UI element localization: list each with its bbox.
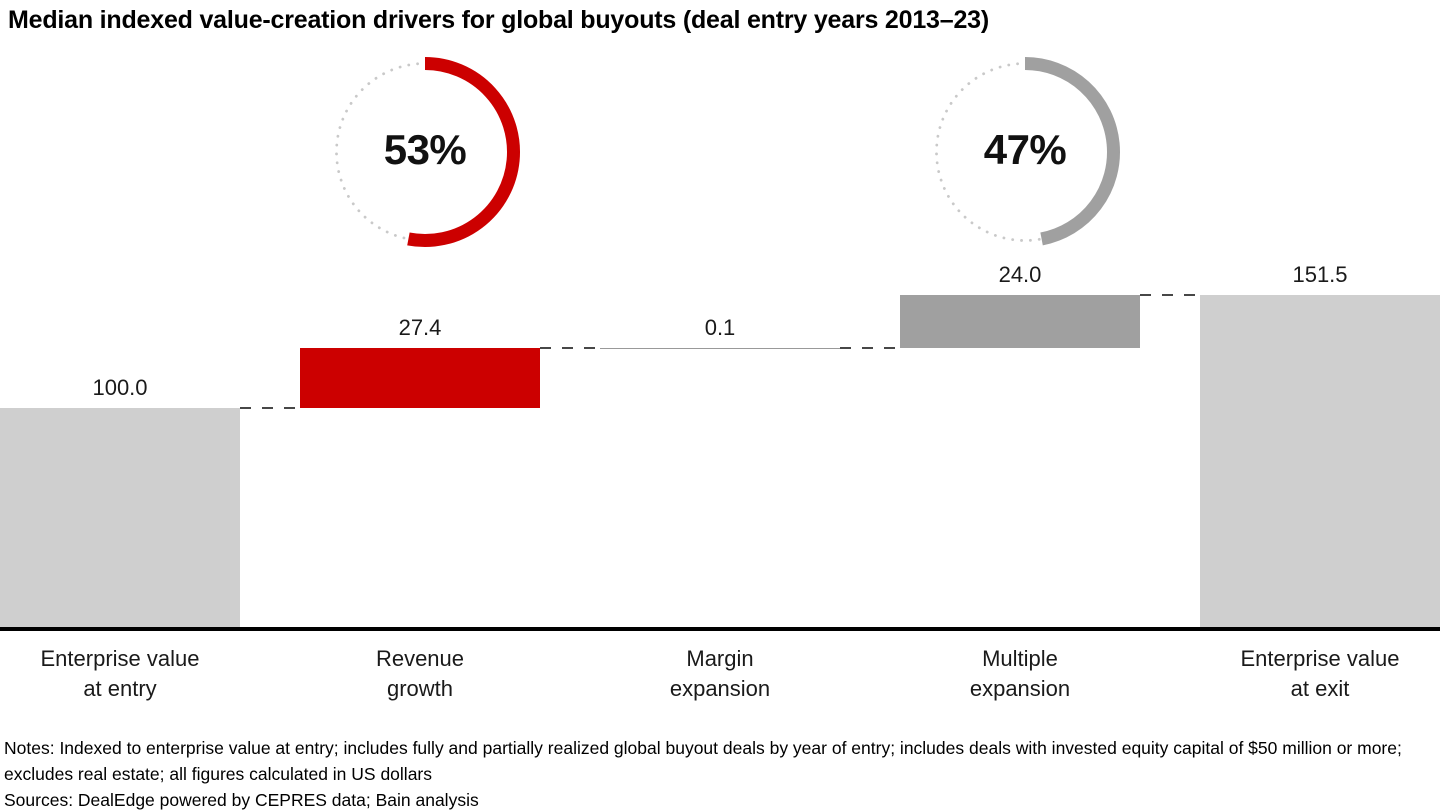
bar-revenue-growth [300, 347, 540, 408]
bar-enterprise-value-at-exit [1200, 295, 1440, 627]
value-label-revenue-growth: 27.4 [398, 314, 442, 340]
connector-dash-3 [840, 346, 900, 349]
footnotes: Notes: Indexed to enterprise value at en… [4, 735, 1434, 810]
gauge-value-label: 53% [383, 126, 467, 173]
chart-title: Median indexed value-creation drivers fo… [8, 6, 989, 34]
category-label-enterprise-value-at-exit: Enterprise value at exit [1240, 646, 1400, 701]
category-label-enterprise-value-at-entry: Enterprise value at entry [40, 646, 200, 701]
gauge-value-label: 47% [983, 126, 1067, 173]
category-label-multiple-expansion: Multiple expansion [969, 646, 1071, 701]
notes-text: Notes: Indexed to enterprise value at en… [4, 738, 1402, 784]
bar-margin-expansion [600, 347, 840, 350]
category-label-revenue-growth: Revenue growth [375, 646, 465, 701]
gauge-donut-53 [335, 57, 520, 247]
value-label-multiple-expansion: 24.0 [998, 262, 1042, 288]
gauge-arc [407, 57, 520, 247]
gauge-arc [1024, 57, 1120, 246]
connector-dash-2 [540, 346, 600, 349]
sources-text: Sources: DealEdge powered by CEPRES data… [4, 790, 479, 810]
category-label-margin-expansion: Margin expansion [669, 646, 771, 701]
bar-enterprise-value-at-entry [0, 408, 240, 627]
x-axis-line [0, 627, 1440, 631]
value-label-margin-expansion: 0.1 [704, 314, 736, 340]
gauge-donut-47 [935, 57, 1120, 246]
value-label-enterprise-value-at-entry: 100.0 [92, 375, 148, 400]
connector-dash-4 [1140, 294, 1200, 297]
value-label-enterprise-value-at-exit: 151.5 [1292, 262, 1348, 288]
connector-dash-1 [240, 407, 300, 409]
bar-multiple-expansion [900, 295, 1140, 348]
